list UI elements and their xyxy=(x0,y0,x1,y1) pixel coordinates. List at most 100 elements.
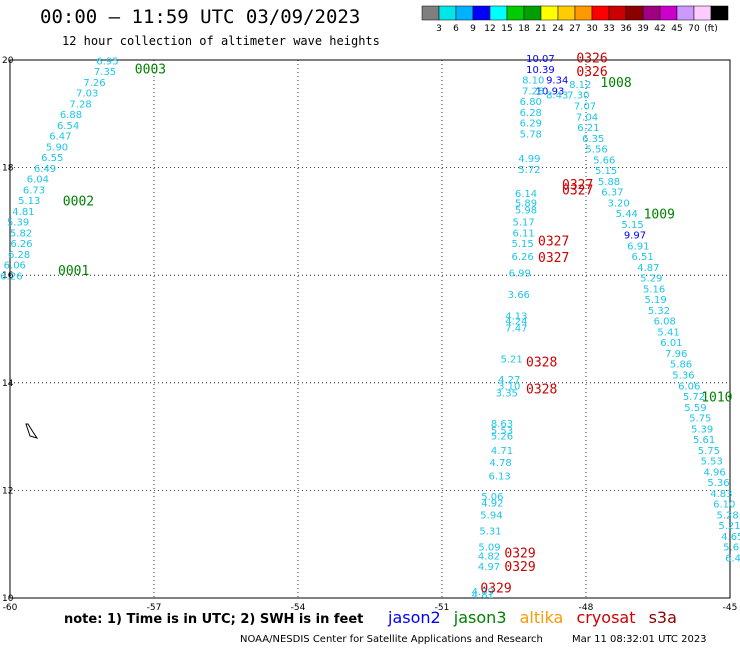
colorbar-swatch xyxy=(506,5,525,21)
wave-height-label: 9.97 xyxy=(624,231,646,242)
colorbar-swatch xyxy=(693,5,712,21)
time-label: 0001 xyxy=(58,264,89,279)
credit-line: NOAA/NESDIS Center for Satellite Applica… xyxy=(240,634,707,645)
wave-height-label: 5.88 xyxy=(598,177,620,188)
legend-cryosat: cryosat xyxy=(576,608,636,627)
colorbar-label: 42 xyxy=(654,24,665,34)
wave-height-label: 5.29 xyxy=(640,274,662,285)
wave-height-label: 6.88 xyxy=(60,110,82,121)
colorbar-swatch xyxy=(642,5,661,21)
wave-height-label: 7.35 xyxy=(94,67,116,78)
wave-height-label: 5.89 xyxy=(515,198,537,209)
y-tick-label: 16 xyxy=(2,271,14,281)
wave-height-label: 6.01 xyxy=(660,338,682,349)
wave-height-label: 6.99 xyxy=(509,268,531,279)
wave-height-label: 7.47 xyxy=(505,324,527,335)
wave-height-label: 5.94 xyxy=(480,510,502,521)
x-tick-label: -54 xyxy=(291,603,306,613)
wave-height-label: 5.82 xyxy=(10,228,32,239)
wave-height-label: 5.36 xyxy=(672,370,694,381)
x-tick-label: -60 xyxy=(3,603,18,613)
wave-height-label: 5.98 xyxy=(515,205,537,216)
wave-height-label: 5.09 xyxy=(478,543,500,554)
colorbar-label: 70 xyxy=(688,24,700,34)
x-tick-label: -48 xyxy=(579,603,594,613)
wave-height-label: 8.10 xyxy=(522,76,544,87)
wave-height-label: 6.28 xyxy=(520,108,542,119)
wave-height-label: 4.24 xyxy=(505,317,527,328)
colorbar-label: 6 xyxy=(453,24,459,34)
colorbar-label: 3 xyxy=(436,24,442,34)
wave-height-label: 6.55 xyxy=(41,153,63,164)
wave-height-label: 8.43 xyxy=(546,91,568,102)
wave-height-label: 6.41 xyxy=(725,553,740,564)
wave-height-label: 5.66 xyxy=(593,155,615,166)
wave-height-label: 8.63 xyxy=(491,419,513,430)
wave-height-label: 4.92 xyxy=(481,499,503,510)
wave-height-label: 5.41 xyxy=(657,327,679,338)
timestamp: Mar 11 08:32:01 UTC 2023 xyxy=(572,634,707,645)
y-tick-label: 10 xyxy=(2,594,14,604)
time-label: 1008 xyxy=(600,76,631,91)
island-outline xyxy=(25,423,39,439)
colorbar-swatch xyxy=(540,5,559,21)
colorbar-swatch xyxy=(659,5,678,21)
time-label: 0329 xyxy=(504,560,535,575)
wave-height-label: 6.08 xyxy=(654,317,676,328)
time-label: 0329 xyxy=(480,582,511,597)
wave-height-label: 3.10 xyxy=(498,381,520,392)
wave-height-label: 5.72 xyxy=(683,392,705,403)
plot-frame xyxy=(9,59,731,599)
wave-height-label: 6.04 xyxy=(27,175,49,186)
colorbar-swatch xyxy=(574,5,593,21)
wave-height-label: 5.86 xyxy=(670,360,692,371)
wave-height-label: 10.07 xyxy=(526,54,555,65)
credit-text: NOAA/NESDIS Center for Satellite Applica… xyxy=(240,634,543,645)
wave-height-label: 10.39 xyxy=(526,65,555,76)
wave-height-label: 3.20 xyxy=(608,198,630,209)
time-label: 1009 xyxy=(644,208,675,223)
wave-height-label: 5.61 xyxy=(693,435,715,446)
y-tick-label: 18 xyxy=(2,164,14,174)
colorbar-label: 33 xyxy=(603,24,614,34)
wave-height-label: 4.78 xyxy=(489,458,511,469)
colorbar-swatch xyxy=(438,5,457,21)
wave-height-label: 4.99 xyxy=(518,154,540,165)
satellite-legend: jason2 jason3 altika cryosat s3a xyxy=(388,608,685,627)
colorbar-swatch xyxy=(523,5,542,21)
wave-height-label: 7.07 xyxy=(574,101,596,112)
y-tick-label: 12 xyxy=(2,486,13,496)
time-label: 0327 xyxy=(562,178,593,193)
wave-height-label: 7.26 xyxy=(83,78,105,89)
colorbar-swatch xyxy=(421,5,440,21)
wave-height-label: 3.66 xyxy=(508,290,530,301)
colorbar-label: 24 xyxy=(552,24,564,34)
wave-height-label: 6.26 xyxy=(10,239,32,250)
colorbar-label: 36 xyxy=(620,24,632,34)
wave-height-label: 4.71 xyxy=(491,446,513,457)
wave-height-label: 4.81 xyxy=(12,207,34,218)
time-label: 0327 xyxy=(538,235,569,250)
wave-height-label: 5.53 xyxy=(701,457,723,468)
chart-title: 00:00 — 11:59 UTC 03/09/2023 xyxy=(40,6,361,28)
wave-height-label: 4.13 xyxy=(505,311,527,322)
wave-height-label: 7.03 xyxy=(76,89,98,100)
wave-height-label: 5.78 xyxy=(520,129,542,140)
colorbar-swatch xyxy=(472,5,491,21)
colorbar-label: 30 xyxy=(586,24,598,34)
wave-height-label: 5.72 xyxy=(518,165,540,176)
colorbar-swatch xyxy=(557,5,576,21)
wave-height-label: 6.06 xyxy=(4,261,26,272)
wave-height-label: 5.56 xyxy=(585,145,607,156)
legend-jason2: jason2 xyxy=(388,608,441,627)
wave-height-label: 8.12 xyxy=(569,80,591,91)
wave-height-label: 7.28 xyxy=(522,86,544,97)
time-label: 0326 xyxy=(576,65,607,80)
colorbar-swatch xyxy=(608,5,627,21)
legend-altika: altika xyxy=(519,608,564,627)
colorbar-swatch xyxy=(489,5,508,21)
colorbar-label: 9 xyxy=(470,24,476,34)
wave-height-label: 10.93 xyxy=(536,86,565,97)
